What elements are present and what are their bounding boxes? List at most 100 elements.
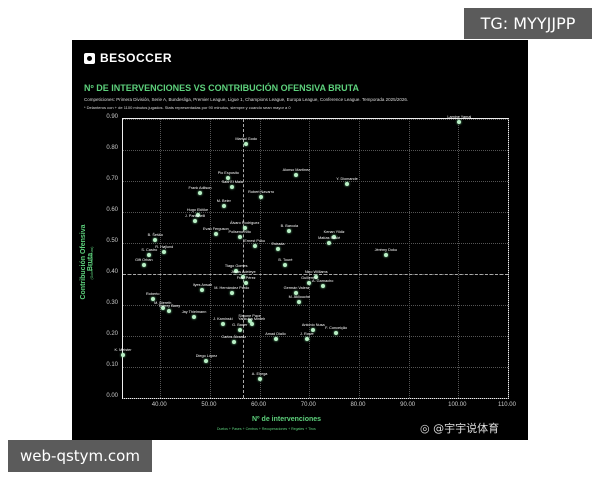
gridline-vertical [209,119,211,398]
weibo-icon: ◎ [420,422,434,435]
data-point[interactable] [332,234,337,239]
x-tick-label: 100.00 [448,402,467,408]
x-axis-sublabel: Duelos + Pases + Centros + Recuperacione… [217,427,316,431]
x-axis-label: Nº de intervenciones [252,416,322,423]
data-point[interactable] [229,290,234,295]
data-point[interactable] [273,337,278,342]
data-point[interactable] [153,237,158,242]
data-point[interactable] [162,250,167,255]
x-tick-label: 40.00 [151,402,167,408]
data-point-label: A. Garnacho [312,279,334,284]
data-point[interactable] [320,284,325,289]
data-point[interactable] [247,318,252,323]
data-point[interactable] [307,281,312,286]
data-point-label: S. Castro [141,248,158,253]
data-point[interactable] [327,241,332,245]
data-point[interactable] [121,352,125,357]
data-point[interactable] [167,309,172,314]
data-point[interactable] [213,231,218,236]
gridline-vertical [508,119,509,398]
data-point-label: Nico Williams [304,270,328,275]
data-point[interactable] [457,120,462,125]
data-point-label: Hugo Ekitike [186,208,209,213]
data-point[interactable] [150,296,155,301]
telegram-watermark: TG: MYYJJPP [464,8,592,39]
data-point[interactable] [249,321,254,326]
data-point[interactable] [231,340,236,345]
data-point[interactable] [220,321,225,326]
data-point-label: Álvaro Rodríguez [230,220,260,225]
data-point-label: F. Conceição [325,325,348,330]
data-point[interactable] [294,172,299,177]
data-point[interactable] [200,287,205,292]
gridline-horizontal [123,367,508,368]
data-point[interactable] [242,225,247,230]
data-point-label: Alonso Martínez [282,167,311,172]
data-point[interactable] [141,262,146,267]
y-tick-label: 0.10 [106,362,118,368]
data-point[interactable] [221,203,226,208]
data-point-label: Yankuba Minteh [238,316,266,321]
data-point[interactable] [195,213,200,218]
data-point-label: Carlos Álvarez [221,335,247,340]
y-tick-label: 0.60 [106,207,118,213]
data-point[interactable] [304,337,309,342]
mean-line-vertical [242,119,244,398]
data-point[interactable] [311,327,316,332]
data-point-label: M. Akliouche [288,294,311,299]
data-point-label: Ilyes Ansah [192,282,213,287]
data-point[interactable] [226,175,231,180]
data-point-label: R. Højlund [155,245,174,250]
data-point[interactable] [204,358,209,363]
data-point[interactable] [383,253,388,258]
data-point[interactable] [345,182,350,187]
data-point-label: Y. Diomande [336,177,358,182]
data-point[interactable] [334,330,339,335]
data-point[interactable] [244,141,249,146]
data-point[interactable] [237,234,242,239]
gridline-vertical [160,119,162,398]
data-point[interactable] [192,315,197,320]
data-point[interactable] [160,306,165,311]
data-point[interactable] [237,327,242,332]
data-point[interactable] [147,253,152,258]
data-point[interactable] [294,290,299,295]
data-point-label: Evan Ferguson [203,226,229,231]
data-point-label: Poliseno Nito [228,229,251,234]
data-point[interactable] [275,247,280,252]
data-point-label: G. Bader [232,322,248,327]
gridline-horizontal [123,119,508,120]
data-point[interactable] [198,191,202,196]
x-tick-label: 60.00 [251,402,267,408]
y-tick-label: 0.80 [106,145,118,151]
besoccer-logo: BESOCCER [84,51,172,65]
data-point[interactable] [283,262,288,267]
data-point-label: Estrada [271,242,285,247]
gridline-horizontal [123,243,508,244]
gridline-vertical [408,119,410,398]
y-axis-sublabel: (Goles + Asistencias) [90,246,94,280]
data-point-label: Said El Mala [221,180,243,185]
chart-title: Nº DE INTERVENCIONES VS CONTRIBUCIÓN OFE… [84,83,359,93]
chart-note: * Delanteros con + de 1100 minutos jugad… [84,105,291,110]
data-point[interactable] [297,299,302,304]
data-point[interactable] [287,228,292,233]
y-tick-label: 0.30 [106,300,118,306]
data-point[interactable] [252,244,257,249]
data-point[interactable] [193,219,198,224]
data-point-label: Fran Pérez [236,276,256,281]
data-point[interactable] [244,281,249,286]
gridline-horizontal [123,336,508,337]
data-point-label: Robert Navarro [248,189,275,194]
data-point[interactable] [259,194,264,199]
data-point-label: Gift Orban [135,257,153,262]
data-point[interactable] [234,268,239,273]
data-point[interactable] [241,275,246,280]
data-point[interactable] [230,185,235,190]
data-point-label: M. Beier [216,198,231,203]
data-point[interactable] [257,377,262,382]
data-point[interactable] [314,275,319,280]
data-point-label: J. Rowe [299,332,314,337]
y-tick-label: 0.70 [106,176,118,182]
y-tick-label: 0.20 [106,331,118,337]
